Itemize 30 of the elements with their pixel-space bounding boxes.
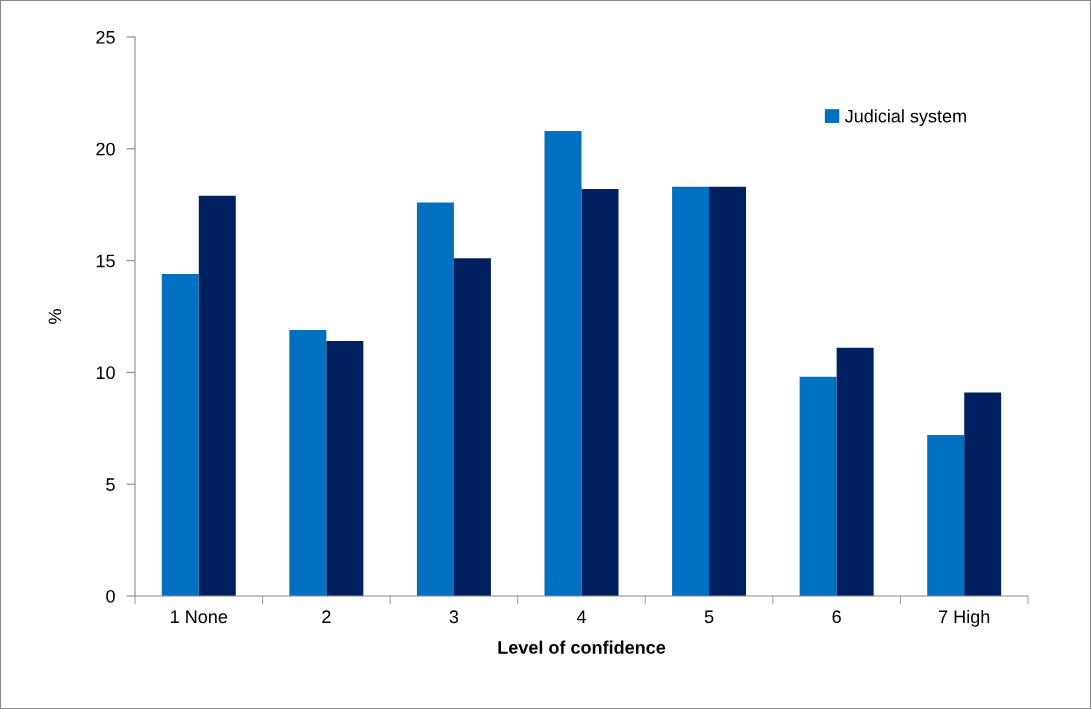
bar: [709, 186, 747, 596]
bar: [799, 376, 837, 596]
bar: [326, 341, 364, 596]
x-tick-label: 4: [576, 610, 586, 623]
x-tick-label: 6: [832, 610, 841, 624]
y-tick-label: 5: [106, 478, 115, 491]
bar: [161, 274, 199, 596]
bar: [581, 189, 619, 596]
x-tick-label: 2: [322, 610, 331, 623]
bar: [927, 435, 965, 596]
y-tick-label: 20: [96, 142, 115, 156]
y-tick-label: 15: [96, 254, 115, 268]
x-tick-label: 5: [704, 610, 714, 624]
bar: [416, 202, 454, 596]
bar: [672, 186, 710, 596]
y-axis-title: %: [48, 309, 62, 324]
bar: [453, 258, 491, 596]
bar: [836, 347, 874, 596]
y-tick-label: 10: [96, 366, 115, 380]
bar: [198, 195, 236, 596]
legend-label: Judicial system: [844, 109, 966, 127]
x-axis-title: Level of confidence: [498, 640, 666, 654]
bar: [544, 130, 582, 596]
x-tick-label: 7 High: [939, 609, 990, 627]
bar: [289, 329, 327, 596]
bar: [964, 392, 1002, 596]
x-tick-label: 3: [449, 610, 459, 624]
y-tick-label: 25: [96, 30, 115, 44]
x-tick-label: 1 None: [171, 610, 228, 624]
y-tick-label: 0: [106, 589, 115, 603]
